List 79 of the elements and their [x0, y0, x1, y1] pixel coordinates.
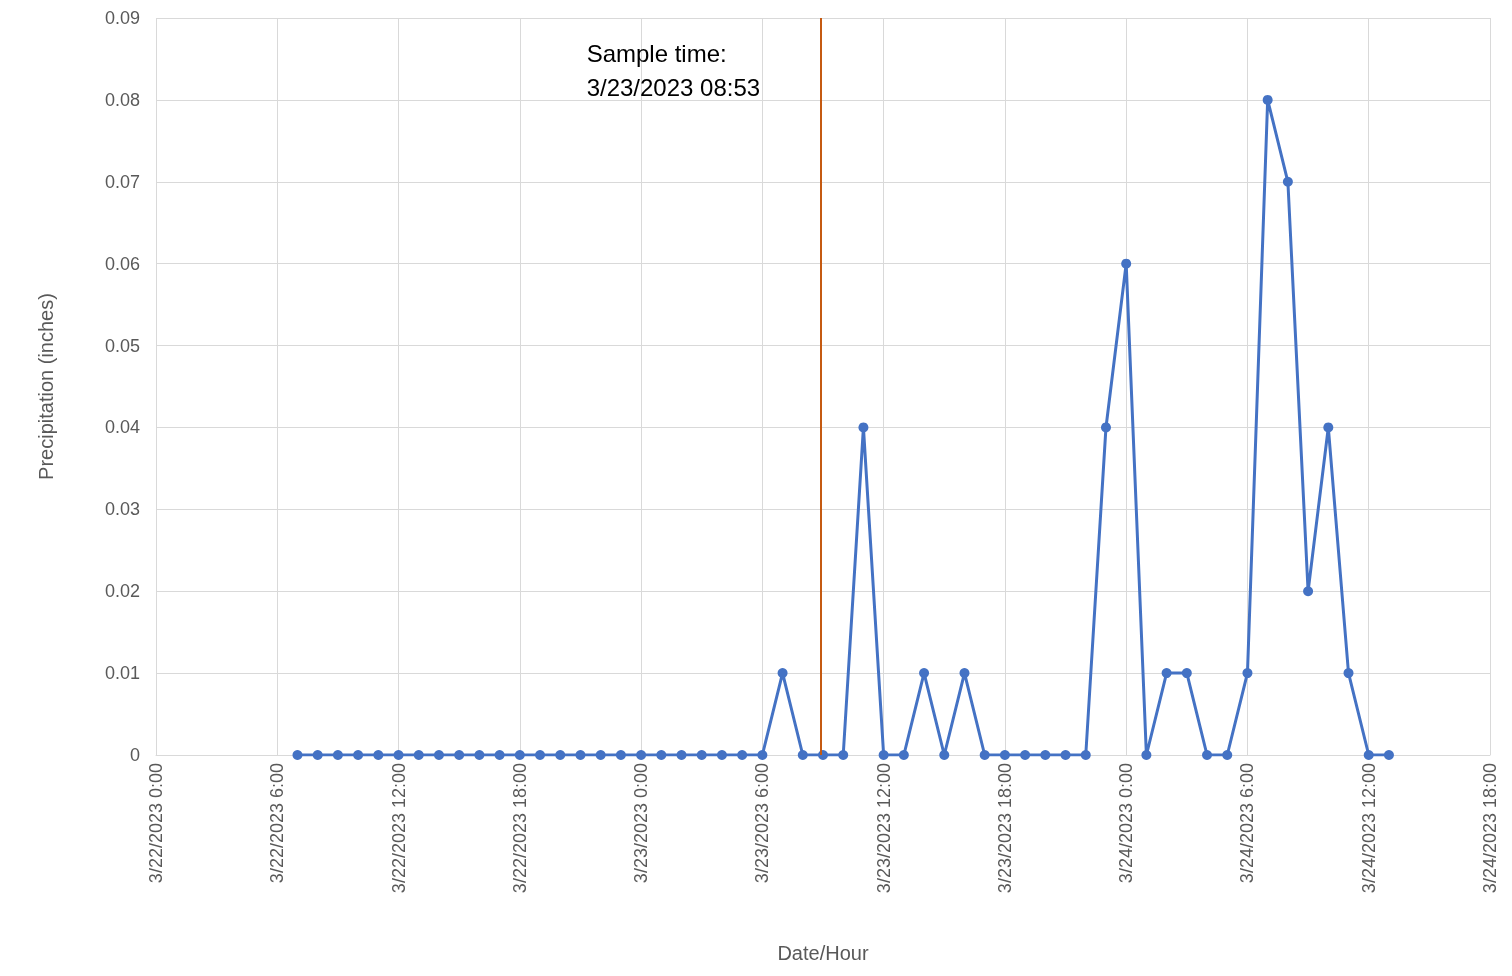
x-axis-title: Date/Hour: [777, 942, 869, 964]
point: [878, 750, 889, 760]
y-tick-label: 0.09: [104, 8, 140, 28]
x-tick-label: 3/24/2023 0:00: [1116, 763, 1137, 884]
point: [1060, 750, 1071, 760]
point: [1323, 422, 1334, 433]
y-tick-label: 0.08: [104, 89, 140, 110]
point: [1020, 750, 1031, 760]
y-tick-label: 0.01: [104, 663, 140, 684]
point: [413, 750, 424, 760]
point: [1141, 750, 1152, 760]
x-tick-label: 3/22/2023 0:00: [146, 763, 166, 884]
point: [1262, 94, 1273, 105]
point: [636, 750, 647, 760]
point: [555, 750, 566, 760]
point: [595, 750, 606, 760]
point: [777, 668, 788, 679]
y-tick-label: 0.05: [104, 335, 140, 356]
point: [737, 750, 748, 760]
point: [999, 750, 1010, 760]
point: [1303, 586, 1314, 597]
y-tick-label: 0.04: [104, 417, 140, 438]
point: [535, 750, 546, 760]
point: [1343, 668, 1354, 679]
x-tick-label: 3/22/2023 18:00: [509, 763, 530, 894]
point: [1282, 176, 1293, 187]
x-tick-label: 3/24/2023 6:00: [1237, 763, 1258, 884]
y-tick-label: 0: [129, 745, 140, 765]
x-tick-label: 3/23/2023 12:00: [873, 763, 894, 894]
point: [474, 750, 485, 760]
point: [959, 668, 970, 679]
point: [858, 422, 869, 433]
point: [1222, 750, 1233, 760]
x-tick-label: 3/24/2023 12:00: [1358, 763, 1379, 894]
x-tick-label: 3/22/2023 6:00: [267, 763, 288, 884]
point: [1202, 750, 1213, 760]
point: [615, 750, 626, 760]
point: [1121, 258, 1132, 269]
point: [353, 750, 364, 760]
point: [494, 750, 505, 760]
ref-line-label: Sample time: 3/23/2023 08:53: [586, 39, 761, 101]
x-tick-label: 3/23/2023 18:00: [994, 763, 1015, 894]
point: [1181, 668, 1192, 679]
x-tick-label: 3/24/2023 18:00: [1480, 763, 1500, 894]
point: [393, 750, 404, 760]
point: [838, 750, 849, 760]
point: [312, 750, 323, 760]
y-tick-label: 0.02: [104, 581, 140, 602]
point: [797, 750, 808, 760]
point: [1100, 422, 1111, 433]
point: [454, 750, 465, 760]
point: [1383, 750, 1394, 760]
point: [656, 750, 667, 760]
point: [757, 750, 768, 760]
point: [1363, 750, 1374, 760]
point: [1161, 668, 1172, 679]
y-tick-label: 0.07: [104, 171, 140, 192]
point: [1040, 750, 1051, 760]
point: [979, 750, 990, 760]
point: [575, 750, 586, 760]
y-tick-label: 0.03: [104, 499, 140, 520]
x-tick-label: 3/23/2023 6:00: [752, 763, 773, 884]
point: [676, 750, 687, 760]
point: [514, 750, 525, 760]
x-tick-label: 3/22/2023 12:00: [388, 763, 409, 894]
point: [1242, 668, 1253, 679]
y-axis-title: Precipitation (inches): [35, 293, 57, 480]
x-tick-label: 3/23/2023 0:00: [631, 763, 652, 884]
y-tick-label: 0.06: [104, 253, 140, 274]
point: [919, 668, 930, 679]
point: [898, 750, 909, 760]
point: [716, 750, 727, 760]
point: [373, 750, 384, 760]
point: [939, 750, 950, 760]
point: [292, 750, 303, 760]
point: [696, 750, 707, 760]
point: [332, 750, 343, 760]
point: [1080, 750, 1091, 760]
point: [433, 750, 444, 760]
